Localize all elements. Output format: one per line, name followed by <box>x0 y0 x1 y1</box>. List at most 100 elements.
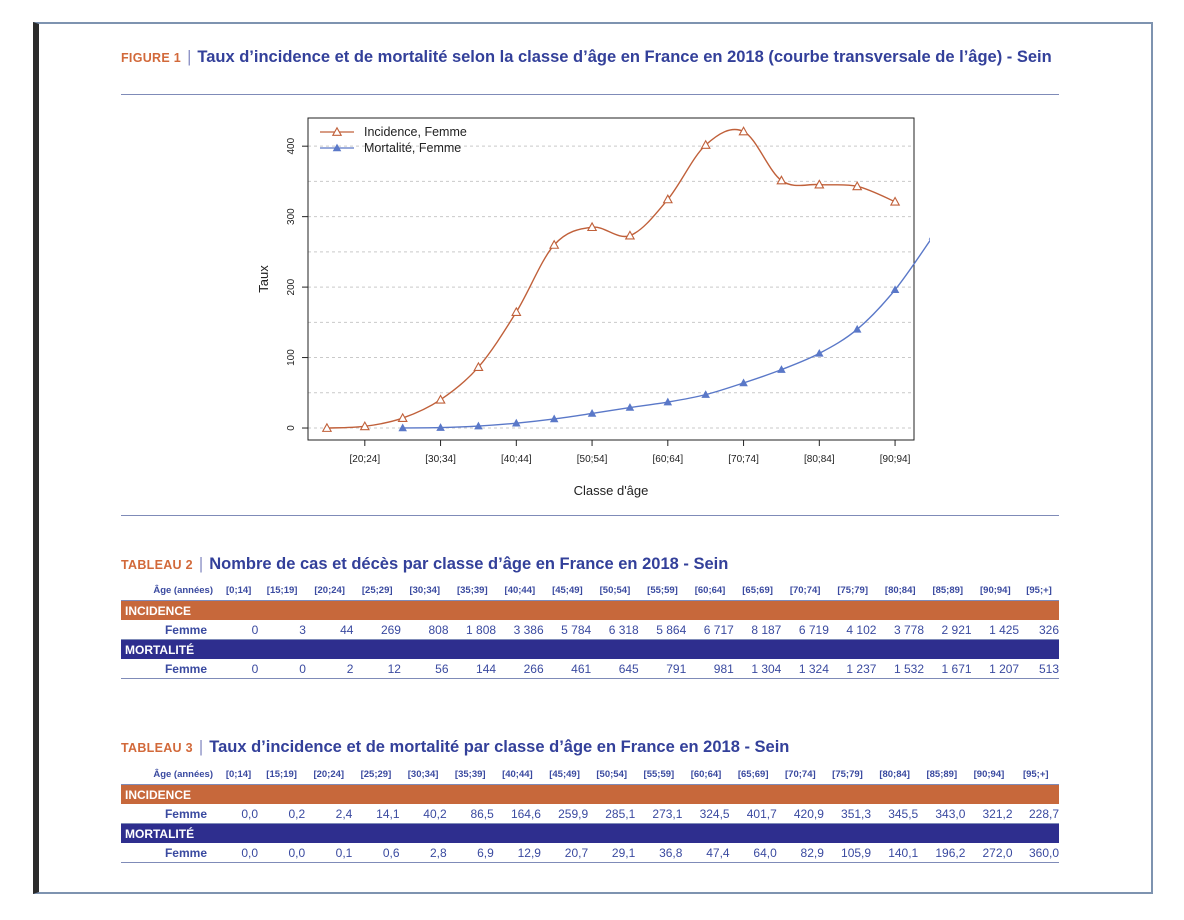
incidence-point <box>776 175 787 185</box>
incidence-point <box>586 221 598 232</box>
mortalite-point <box>512 418 521 427</box>
age-class-header: [70;74] <box>776 764 824 785</box>
mortalite-cell: 0,6 <box>352 843 400 863</box>
age-class-header: [75;79] <box>823 764 872 785</box>
incidence-cell: 269 <box>353 620 401 640</box>
age-class-header: [50;54] <box>591 580 639 601</box>
femme-label: Femme <box>121 843 219 863</box>
incidence-cell: 259,9 <box>540 804 589 824</box>
mortalite-band-label: MORTALITÉ <box>121 639 1059 659</box>
tableau3-title: Taux d’incidence et de mortalité par cla… <box>209 738 790 756</box>
mortalite-point <box>890 285 900 294</box>
age-class-header: [70;74] <box>781 580 829 601</box>
incidence-cell: 164,6 <box>493 804 541 824</box>
incidence-cell: 321,2 <box>965 804 1013 824</box>
incidence-cell: 3 <box>258 620 306 640</box>
incidence-cell: 2,4 <box>305 804 353 824</box>
age-class-header: [55;59] <box>638 580 687 601</box>
incidence-cell: 8 187 <box>733 620 782 640</box>
mortalite-cell: 196,2 <box>918 843 966 863</box>
incidence-cell: 0 <box>219 620 259 640</box>
mortalite-cell: 140,1 <box>871 843 919 863</box>
mortalite-cell: 2 <box>305 659 354 679</box>
incidence-point <box>359 420 370 431</box>
incidence-band: INCIDENCE <box>121 784 1059 804</box>
mortalite-cell: 2,8 <box>399 843 447 863</box>
mortalite-cell: 0,0 <box>219 843 259 863</box>
tableau2-table: Âge (années) [0;14] [15;19] [20;24] [25;29][… <box>121 580 1059 679</box>
mortalite-point <box>777 365 786 373</box>
incidence-point <box>889 196 901 206</box>
mortalite-point <box>625 403 635 411</box>
incidence-cell: 0,2 <box>258 804 306 824</box>
incidence-band-label: INCIDENCE <box>121 784 1059 804</box>
x-tick-label: [90;94] <box>880 454 911 465</box>
incidence-band: INCIDENCE <box>121 600 1059 620</box>
age-class-header: [95;+] <box>1012 764 1059 785</box>
age-class-header: [80;84] <box>876 580 924 601</box>
document-frame <box>33 22 1153 894</box>
mortalite-cell: 0 <box>219 659 259 679</box>
age-class-header: [55;59] <box>635 764 683 785</box>
incidence-point <box>700 139 711 149</box>
age-class-header: [40;44] <box>496 580 544 601</box>
incidence-cell: 351,3 <box>823 804 872 824</box>
mortalite-point <box>474 421 483 430</box>
mortalite-point <box>398 423 407 432</box>
age-class-header: [45;49] <box>543 580 592 601</box>
mortalite-band-label: MORTALITÉ <box>121 823 1059 843</box>
chart-x-label: Classe d'âge <box>574 483 649 498</box>
age-class-header: [95;+] <box>1019 580 1059 601</box>
figure1-header: FIGURE 1 | Taux d’incidence et de mortalit… <box>121 47 1061 68</box>
mortalite-point <box>587 409 597 417</box>
incidence-cell: 273,1 <box>635 804 683 824</box>
mortalite-band: MORTALITÉ <box>121 639 1059 659</box>
x-tick-label: [20;24] <box>350 454 381 465</box>
tableau2-title: Nombre de cas et décès par classe d’âge … <box>209 555 729 573</box>
mortalite-point <box>739 378 748 387</box>
legend-mortalite-marker <box>332 143 342 152</box>
age-class-header: [85;89] <box>924 580 972 601</box>
age-header: Âge (années) <box>121 580 219 601</box>
incidence-cell: 401,7 <box>729 804 777 824</box>
mortalite-line <box>402 239 930 429</box>
age-class-header: [60;64] <box>686 580 734 601</box>
age-class-header: [30;34] <box>399 764 447 785</box>
legend-incidence-label: Incidence, Femme <box>364 125 467 139</box>
age-class-header: [85;89] <box>918 764 966 785</box>
incidence-cell: 6 318 <box>591 620 639 640</box>
mortalite-point <box>436 423 445 431</box>
incidence-point <box>624 230 636 240</box>
femme-label: Femme <box>121 659 219 679</box>
mortalite-cell: 1 207 <box>971 659 1020 679</box>
incidence-cell: 14,1 <box>352 804 400 824</box>
age-class-header: [65;69] <box>733 580 782 601</box>
incidence-cell: 420,9 <box>776 804 824 824</box>
chart-grid <box>308 145 914 429</box>
incidence-point <box>549 239 560 249</box>
incidence-point <box>397 412 408 422</box>
incidence-cell: 2 921 <box>924 620 972 640</box>
femme-label: Femme <box>121 804 219 824</box>
age-class-header: [60;64] <box>682 764 730 785</box>
age-class-header: [35;39] <box>448 580 497 601</box>
mortalite-cell: 36,8 <box>635 843 683 863</box>
age-class-header: [35;39] <box>446 764 494 785</box>
age-class-header: [90;94] <box>965 764 1013 785</box>
mortalite-cell: 29,1 <box>588 843 636 863</box>
mortalite-cell: 1 304 <box>733 659 782 679</box>
x-tick-label: [70;74] <box>728 454 759 465</box>
age-class-header: [30;34] <box>400 580 449 601</box>
incidence-cell: 6 719 <box>781 620 829 640</box>
age-class-header: [90;94] <box>971 580 1020 601</box>
table-header-row: Âge (années) [0;14] [15;19] [20;24] [25;29][… <box>121 764 1059 785</box>
mortalite-cell: 461 <box>543 659 592 679</box>
mortalite-cell: 144 <box>448 659 497 679</box>
incidence-cell: 1 425 <box>971 620 1020 640</box>
incidence-cell: 4 102 <box>828 620 877 640</box>
incidence-cell: 808 <box>400 620 449 640</box>
chart-y-label: Taux <box>256 265 271 293</box>
table-header-row: Âge (années) [0;14] [15;19] [20;24] [25;29][… <box>121 580 1059 601</box>
figure1-bottom-rule <box>121 515 1059 516</box>
mortalite-cell: 56 <box>400 659 449 679</box>
